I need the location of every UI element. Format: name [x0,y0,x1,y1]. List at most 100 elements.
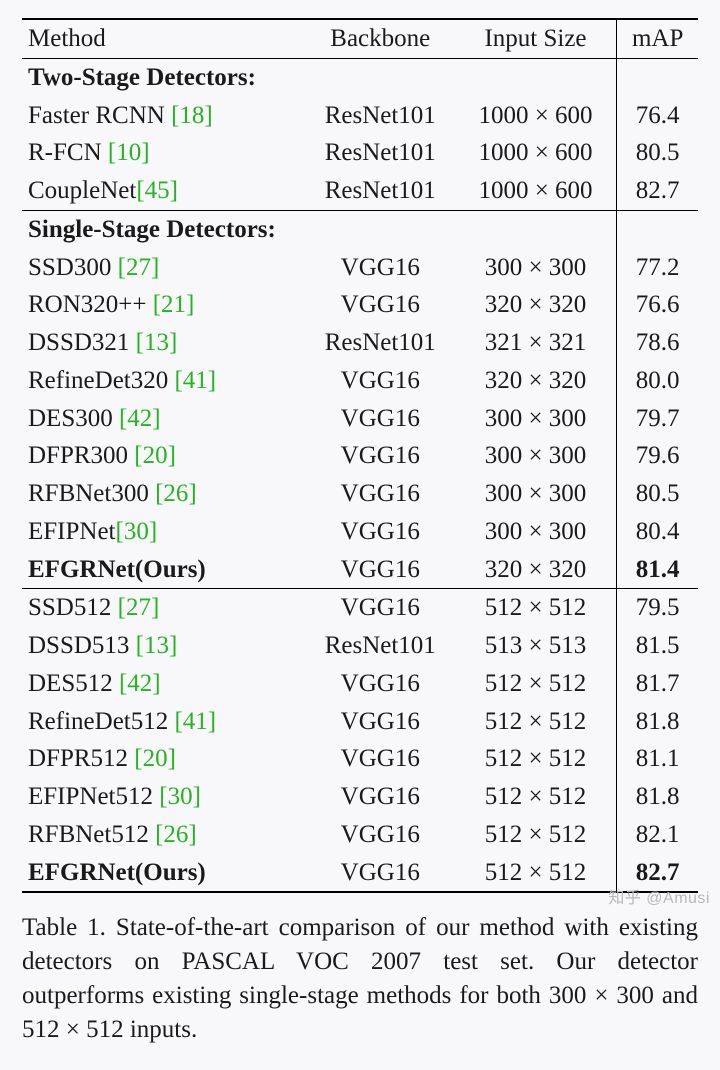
cite-ref: [13] [136,329,178,356]
method-name: SSD300 [28,254,118,281]
method-name: DSSD513 [28,632,136,659]
cell-backbone: VGG16 [306,513,455,551]
cell-method: DFPR300 [20] [22,437,306,475]
cell-backbone: VGG16 [306,703,455,741]
cell-map: 82.1 [617,816,698,854]
cell-input: 512 × 512 [455,665,617,703]
cite-ref: [41] [174,367,216,394]
cite-ref: [18] [171,102,213,129]
cell-map: 81.4 [617,551,698,589]
cell-backbone: ResNet101 [306,97,455,135]
cell-input: 512 × 512 [455,778,617,816]
method-name: EFGRNet(Ours) [28,556,206,583]
cell-backbone: VGG16 [306,475,455,513]
cell-map: 80.5 [617,134,698,172]
method-name: RON320++ [28,291,153,318]
table-row: CoupleNet[45] ResNet101 1000 × 600 82.7 [22,172,698,210]
method-name: R-FCN [28,139,108,166]
cite-ref: [27] [118,254,160,281]
table-row: R-FCN [10] ResNet101 1000 × 600 80.5 [22,134,698,172]
method-name: RFBNet512 [28,821,155,848]
cell-input: 320 × 320 [455,286,617,324]
cell-input: 512 × 512 [455,703,617,741]
cell-backbone: VGG16 [306,816,455,854]
method-name: DFPR512 [28,745,134,772]
cell-input: 1000 × 600 [455,97,617,135]
table-row: DSSD513 [13] ResNet101 513 × 513 81.5 [22,627,698,665]
results-table: Method Backbone Input Size mAP Two-Stage… [22,18,698,893]
cell-input: 300 × 300 [455,400,617,438]
table-row: RefineDet320 [41] VGG16 320 × 320 80.0 [22,362,698,400]
cell-method: SSD300 [27] [22,249,306,287]
cell-map: 80.5 [617,475,698,513]
cell-map: 78.6 [617,324,698,362]
cell-map: 82.7 [617,172,698,210]
cite-ref: [30] [159,783,201,810]
cell-backbone: VGG16 [306,740,455,778]
cell-method: EFGRNet(Ours) [22,854,306,893]
table-row: SSD300 [27] VGG16 300 × 300 77.2 [22,249,698,287]
cell-backbone: VGG16 [306,249,455,287]
cite-ref: [20] [134,442,176,469]
table-row: RefineDet512 [41] VGG16 512 × 512 81.8 [22,703,698,741]
method-name: RefineDet512 [28,708,174,735]
cell-input: 513 × 513 [455,627,617,665]
cell-backbone: VGG16 [306,437,455,475]
cell-method: Faster RCNN [18] [22,97,306,135]
cite-ref: [27] [118,594,160,621]
table-row: DFPR512 [20] VGG16 512 × 512 81.1 [22,740,698,778]
cell-map: 79.7 [617,400,698,438]
method-name: Faster RCNN [28,102,171,129]
cell-backbone: VGG16 [306,551,455,589]
cell-map: 82.7 [617,854,698,893]
cell-method: RFBNet512 [26] [22,816,306,854]
table-row: DES300 [42] VGG16 300 × 300 79.7 [22,400,698,438]
cite-ref: [30] [116,518,158,545]
cell-input: 300 × 300 [455,437,617,475]
table-row: DFPR300 [20] VGG16 300 × 300 79.6 [22,437,698,475]
cell-backbone: VGG16 [306,286,455,324]
method-name: SSD512 [28,594,118,621]
cite-ref: [26] [155,480,197,507]
cell-method: RON320++ [21] [22,286,306,324]
cell-map: 81.5 [617,627,698,665]
cell-method: EFIPNet[30] [22,513,306,551]
cell-method: EFGRNet(Ours) [22,551,306,589]
cell-input: 512 × 512 [455,816,617,854]
cell-backbone: ResNet101 [306,172,455,210]
section-two-stage: Two-Stage Detectors: [22,58,698,96]
table-row: Faster RCNN [18] ResNet101 1000 × 600 76… [22,97,698,135]
cell-empty [617,58,698,96]
table-row: EFIPNet512 [30] VGG16 512 × 512 81.8 [22,778,698,816]
page: Method Backbone Input Size mAP Two-Stage… [0,0,720,1070]
cell-map: 76.4 [617,97,698,135]
col-backbone-header: Backbone [306,19,455,58]
cell-method: DSSD513 [13] [22,627,306,665]
section-single-stage-label: Single-Stage Detectors: [22,210,617,248]
cell-backbone: VGG16 [306,854,455,893]
cell-method: CoupleNet[45] [22,172,306,210]
cell-input: 1000 × 600 [455,134,617,172]
cell-map: 77.2 [617,249,698,287]
table-row: RFBNet300 [26] VGG16 300 × 300 80.5 [22,475,698,513]
cell-method: RefineDet512 [41] [22,703,306,741]
table-header-row: Method Backbone Input Size mAP [22,19,698,58]
cell-empty [617,210,698,248]
method-name: EFGRNet(Ours) [28,859,206,886]
table-row: EFGRNet(Ours) VGG16 512 × 512 82.7 [22,854,698,893]
cell-method: DES300 [42] [22,400,306,438]
cell-method: DFPR512 [20] [22,740,306,778]
cell-backbone: ResNet101 [306,134,455,172]
cell-input: 300 × 300 [455,475,617,513]
table-caption: Table 1. State-of-the-art comparison of … [22,911,698,1046]
method-name: DSSD321 [28,329,136,356]
method-name: RefineDet320 [28,367,174,394]
cell-method: EFIPNet512 [30] [22,778,306,816]
cell-backbone: VGG16 [306,778,455,816]
cell-backbone: ResNet101 [306,324,455,362]
cell-input: 320 × 320 [455,551,617,589]
table-row: EFIPNet[30] VGG16 300 × 300 80.4 [22,513,698,551]
table-row: RFBNet512 [26] VGG16 512 × 512 82.1 [22,816,698,854]
col-map-header: mAP [617,19,698,58]
cite-ref: [20] [134,745,176,772]
